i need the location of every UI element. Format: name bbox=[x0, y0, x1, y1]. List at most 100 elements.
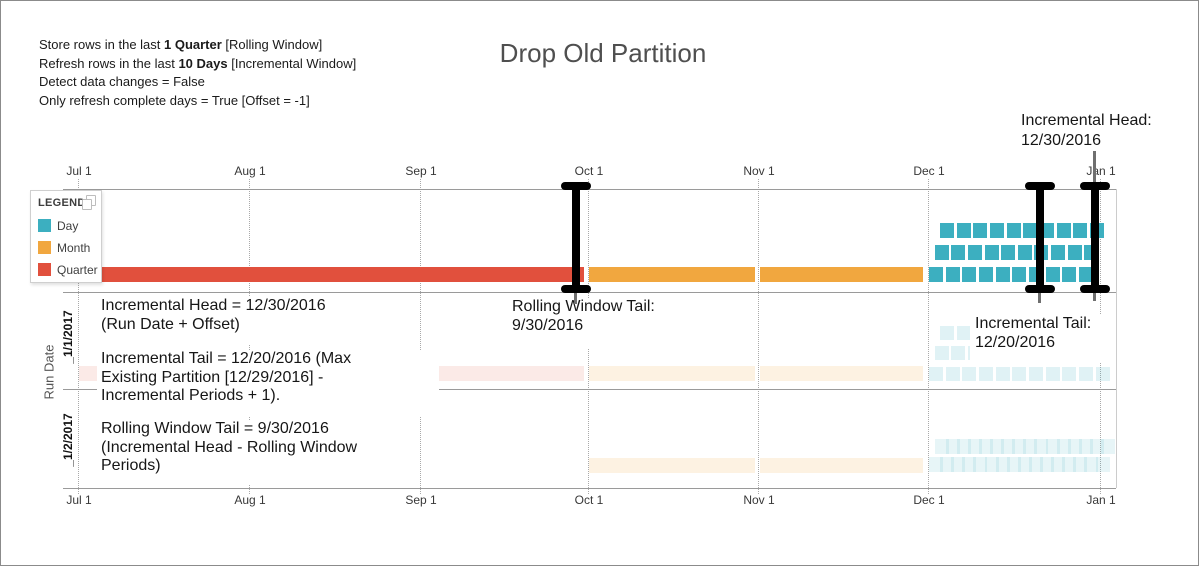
day-partition-square bbox=[973, 223, 988, 238]
faded-day-square bbox=[1078, 439, 1093, 454]
day-partition-square bbox=[1023, 223, 1038, 238]
incremental-tail-marker-cap-bottom bbox=[1025, 285, 1055, 293]
faded-day-square bbox=[951, 346, 966, 360]
faded-day-square bbox=[1101, 439, 1116, 454]
incremental-tail-label: Incremental Tail: 12/20/2016 bbox=[970, 315, 1115, 362]
incremental-head-label: Incremental Head: 12/30/2016 bbox=[1021, 111, 1152, 150]
annotation-text-line: Existing Partition [12/29/2016] - bbox=[101, 368, 324, 386]
faded-day-square bbox=[929, 367, 943, 381]
x-axis-label-top: Jan 1 bbox=[1086, 164, 1116, 178]
faded-day-square bbox=[1078, 367, 1093, 381]
month-gridline bbox=[928, 179, 929, 494]
faded-month-bar bbox=[589, 366, 755, 381]
day-partition-square bbox=[945, 267, 960, 282]
annotation-text-line: Incremental Periods + 1). bbox=[101, 387, 281, 405]
section-line bbox=[63, 389, 1116, 390]
annotation-text-line: Incremental Tail: bbox=[975, 315, 1092, 332]
annotation-text-line: Rolling Window Tail: bbox=[512, 298, 655, 315]
day-partition-square bbox=[1051, 245, 1066, 260]
marker-leader-line bbox=[574, 293, 577, 304]
day-partition-square bbox=[1073, 223, 1088, 238]
annotation-text-line: Periods) bbox=[101, 457, 161, 475]
rolling-window-tail-marker bbox=[572, 188, 580, 287]
rolling-window-tail-marker-cap-top bbox=[561, 182, 591, 190]
rolling-window-tail-marker-cap-bottom bbox=[561, 285, 591, 293]
annotation-text-line: (Run Date + Offset) bbox=[101, 315, 240, 333]
month-partition-bar bbox=[760, 267, 923, 282]
legend: LEGEND Day Month Quarter bbox=[30, 190, 102, 283]
settings-line: Detect data changes = False bbox=[39, 74, 205, 90]
day-partition-square bbox=[1067, 245, 1082, 260]
day-partition-square bbox=[1045, 267, 1060, 282]
copy-icon[interactable] bbox=[82, 199, 92, 210]
faded-day-square bbox=[951, 457, 966, 472]
day-partition-square bbox=[995, 267, 1010, 282]
faded-day-square bbox=[934, 346, 949, 360]
faded-month-bar bbox=[760, 458, 923, 473]
faded-day-square bbox=[929, 457, 943, 472]
x-axis-label-bottom: Jul 1 bbox=[66, 493, 92, 507]
day-partition-square bbox=[951, 245, 966, 260]
faded-day-square bbox=[1012, 439, 1027, 454]
faded-day-square bbox=[956, 439, 971, 454]
settings-line: Only refresh complete days = True [Offse… bbox=[39, 92, 310, 108]
faded-month-bar bbox=[760, 366, 923, 381]
incremental-tail-marker-cap-top bbox=[1025, 182, 1055, 190]
annotation-text-line: Incremental Head = 12/30/2016 bbox=[101, 297, 326, 314]
month-gridline bbox=[78, 179, 79, 494]
faded-day-square bbox=[1095, 367, 1110, 381]
faded-day-square bbox=[945, 439, 960, 454]
plot-right-border bbox=[1116, 189, 1117, 488]
faded-day-square bbox=[1023, 439, 1038, 454]
legend-swatch-month bbox=[38, 241, 51, 254]
faded-day-square bbox=[1045, 367, 1060, 381]
faded-day-square bbox=[1006, 457, 1021, 472]
day-partition-square bbox=[962, 267, 977, 282]
run-date-axis-title: Run Date bbox=[41, 344, 57, 400]
annotation-text-line: Incremental Tail = 12/20/2016 (Max bbox=[101, 350, 352, 367]
settings-line: Refresh rows in the last 10 Days [Increm… bbox=[39, 55, 357, 71]
settings-line: Store rows in the last 1 Quarter [Rollin… bbox=[39, 37, 323, 52]
day-partition-square bbox=[990, 223, 1005, 238]
incremental-head-marker-cap-bottom bbox=[1080, 285, 1110, 293]
faded-day-square bbox=[1084, 457, 1099, 472]
annotation-text-line: Rolling Window Tail = 9/30/2016 bbox=[101, 420, 329, 437]
x-axis-label-top: Oct 1 bbox=[574, 164, 604, 178]
faded-day-square bbox=[978, 367, 993, 381]
faded-day-square bbox=[1012, 367, 1027, 381]
day-partition-square bbox=[956, 223, 971, 238]
faded-day-square bbox=[934, 439, 949, 454]
faded-day-square bbox=[1001, 439, 1016, 454]
section-line bbox=[63, 292, 1116, 293]
marker-leader-line bbox=[1038, 293, 1041, 303]
day-partition-square bbox=[1012, 267, 1027, 282]
annotation-paragraph: Incremental Tail = 12/20/2016 (Max Existi… bbox=[97, 350, 439, 417]
day-partition-square bbox=[940, 223, 955, 238]
x-axis-label-top: Nov 1 bbox=[743, 164, 775, 178]
day-partition-square bbox=[1006, 223, 1021, 238]
x-axis-label-bottom: Aug 1 bbox=[234, 493, 266, 507]
x-axis-label-bottom: Dec 1 bbox=[913, 493, 945, 507]
faded-day-square bbox=[1062, 367, 1077, 381]
legend-title: LEGEND bbox=[38, 197, 86, 209]
chart-title: Drop Old Partition bbox=[499, 38, 707, 68]
x-axis-label-top: Sep 1 bbox=[405, 164, 437, 178]
faded-day-square bbox=[984, 457, 999, 472]
x-axis-label-bottom: Oct 1 bbox=[574, 493, 604, 507]
x-axis-label-top: Jul 1 bbox=[66, 164, 92, 178]
annotation-text-line: (Incremental Head - Rolling Window bbox=[101, 438, 358, 456]
faded-day-square bbox=[1017, 457, 1032, 472]
x-axis-label-bottom: Jan 1 bbox=[1086, 493, 1116, 507]
annotation-text-line: Incremental Head: bbox=[1021, 112, 1152, 129]
faded-day-square bbox=[995, 457, 1010, 472]
day-partition-square bbox=[929, 267, 943, 282]
faded-month-bar bbox=[589, 458, 755, 473]
run-date-row-label: _1/2/2017 bbox=[61, 413, 75, 467]
faded-day-square bbox=[995, 367, 1010, 381]
day-partition-square bbox=[1056, 223, 1071, 238]
day-partition-square bbox=[934, 245, 949, 260]
faded-day-square bbox=[962, 367, 977, 381]
faded-day-square bbox=[967, 439, 982, 454]
faded-day-square bbox=[1034, 439, 1049, 454]
faded-day-square bbox=[973, 457, 988, 472]
